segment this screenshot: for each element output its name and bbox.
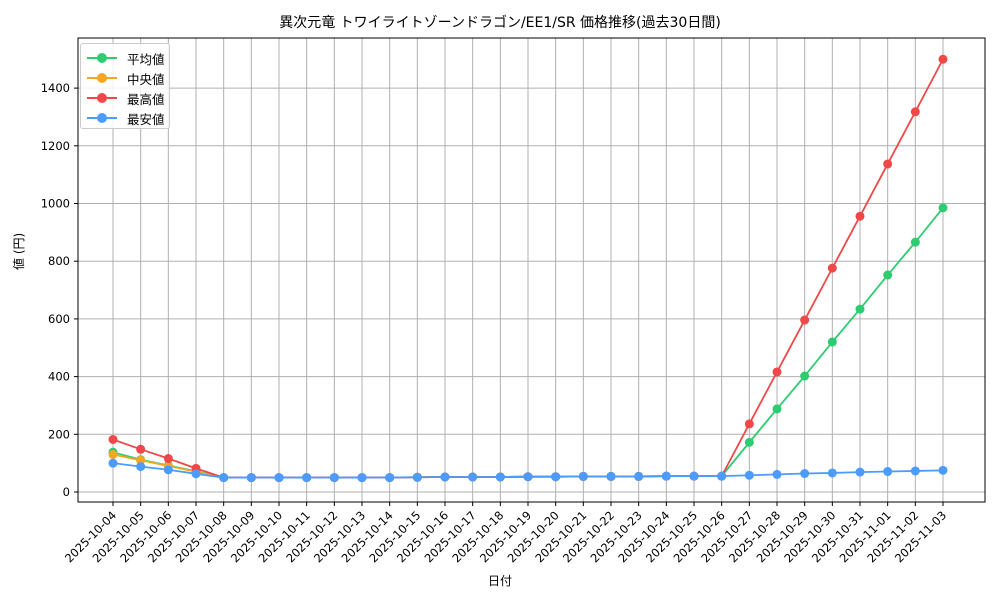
legend-marker-icon — [87, 93, 117, 103]
y-tick-label: 400 — [48, 370, 70, 384]
data-point — [855, 211, 865, 221]
data-point — [883, 467, 893, 477]
data-point — [634, 471, 644, 481]
data-point — [883, 270, 893, 280]
y-tick-label: 0 — [63, 485, 70, 499]
data-point — [910, 237, 920, 247]
data-point — [246, 473, 256, 483]
grid-lines — [78, 38, 985, 502]
data-point — [385, 473, 395, 483]
data-point — [855, 467, 865, 477]
data-point — [800, 371, 810, 381]
data-point — [191, 469, 201, 479]
y-tick-label: 1000 — [41, 197, 70, 211]
data-point — [938, 465, 948, 475]
legend-marker-icon — [87, 53, 117, 63]
data-point — [883, 159, 893, 169]
data-point — [744, 419, 754, 429]
y-tick-label: 200 — [48, 427, 70, 441]
legend-item: 中央値 — [87, 68, 165, 88]
legend-label: 平均値 — [127, 51, 165, 67]
data-point — [717, 471, 727, 481]
data-point — [772, 367, 782, 377]
data-point — [938, 54, 948, 64]
legend: 平均値中央値最高値最安値 — [80, 43, 170, 129]
data-point — [938, 203, 948, 213]
data-point — [523, 472, 533, 482]
data-point — [412, 472, 422, 482]
series-3 — [108, 458, 948, 483]
data-point — [108, 434, 118, 444]
data-point — [551, 472, 561, 482]
legend-label: 最安値 — [127, 111, 165, 127]
x-axis-label: 日付 — [487, 574, 512, 588]
data-point — [274, 473, 284, 483]
y-axis-ticks: 0 200 400 600 800 1000 1200 1400 — [41, 81, 78, 499]
data-point — [827, 468, 837, 478]
data-point — [136, 444, 146, 454]
data-point — [661, 471, 671, 481]
data-point — [219, 473, 229, 483]
legend-label: 最高値 — [127, 91, 165, 107]
data-point — [800, 315, 810, 325]
data-point — [108, 458, 118, 468]
data-point — [772, 404, 782, 414]
y-tick-label: 1200 — [41, 139, 70, 153]
data-series — [108, 54, 948, 483]
chart-title: 異次元竜 トワイライトゾーンドラゴン/EE1/SR 価格推移(過去30日間) — [279, 15, 721, 31]
data-point — [800, 469, 810, 479]
data-point — [827, 263, 837, 273]
data-point — [329, 473, 339, 483]
legend-label: 中央値 — [127, 71, 165, 87]
x-axis-ticks: 2025-10-042025-10-052025-10-062025-10-07… — [62, 502, 949, 565]
data-point — [440, 472, 450, 482]
data-point — [468, 472, 478, 482]
axes-frame — [77, 37, 986, 503]
data-point — [744, 437, 754, 447]
legend-item: 最高値 — [87, 88, 165, 108]
data-point — [495, 472, 505, 482]
legend-marker-icon — [87, 113, 117, 123]
data-point — [910, 466, 920, 476]
data-point — [606, 471, 616, 481]
data-point — [302, 473, 312, 483]
data-point — [855, 304, 865, 314]
data-point — [163, 465, 173, 475]
data-point — [163, 454, 173, 464]
y-tick-label: 800 — [48, 254, 70, 268]
data-point — [689, 471, 699, 481]
data-point — [108, 449, 118, 459]
data-point — [744, 470, 754, 480]
y-tick-label: 1400 — [41, 81, 70, 95]
legend-item: 平均値 — [87, 48, 165, 68]
legend-marker-icon — [87, 73, 117, 83]
data-point — [136, 462, 146, 472]
legend-item: 最安値 — [87, 108, 165, 128]
data-point — [827, 337, 837, 347]
data-point — [357, 473, 367, 483]
y-tick-label: 600 — [48, 312, 70, 326]
data-point — [136, 455, 146, 465]
data-point — [910, 107, 920, 117]
data-point — [772, 469, 782, 479]
data-point — [578, 471, 588, 481]
